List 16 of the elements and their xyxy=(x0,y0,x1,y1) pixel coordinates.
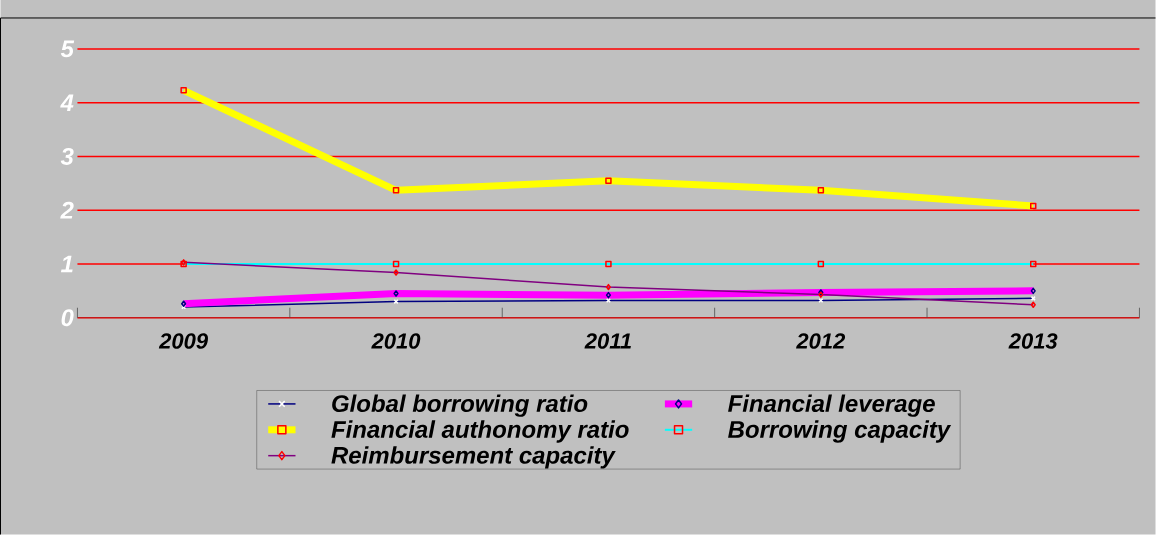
y-tick-label: 1 xyxy=(60,255,73,273)
x-tick-label: 2013 xyxy=(1008,333,1058,349)
y-tick-label: 2 xyxy=(60,201,74,219)
x-tick-label: 2009 xyxy=(158,333,208,349)
y-tick-label: 0 xyxy=(61,309,74,327)
legend-label: Reimbursement capacity xyxy=(331,446,616,469)
y-tick-label: 5 xyxy=(60,40,75,58)
y-tick-label: 3 xyxy=(60,147,74,165)
y-tick-label: 4 xyxy=(60,94,74,111)
x-tick-label: 2010 xyxy=(371,333,421,349)
legend-label: Financial authonomy ratio xyxy=(331,420,629,443)
x-tick-label: 2012 xyxy=(796,333,846,349)
legend-label: Global borrowing ratio xyxy=(332,394,588,417)
legend-label: Borrowing capacity xyxy=(728,420,952,443)
x-tick-label: 2011 xyxy=(584,333,631,349)
legend-label: Financial leverage xyxy=(728,394,935,417)
